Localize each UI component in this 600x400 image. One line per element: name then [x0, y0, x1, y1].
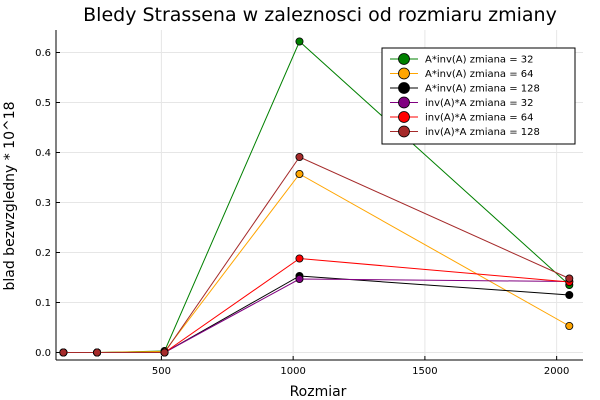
data-point	[160, 348, 169, 357]
legend-marker	[398, 125, 410, 138]
legend-label: inv(A)*A zmiana = 64	[425, 113, 534, 124]
legend-marker	[398, 53, 410, 65]
series-line	[63, 257, 570, 353]
data-point	[93, 348, 102, 357]
x-tick-label: 1500	[412, 366, 437, 377]
series-5	[59, 254, 574, 357]
y-tick-label: 0.1	[35, 298, 51, 309]
legend-item: inv(A)*A zmiana = 32	[390, 96, 534, 109]
axes: 500 1000 1500 2000 0.0 0.1 0.2 0.3 0.4 0.5 0.6	[35, 30, 583, 377]
legend-label: A*inv(A) zmiana = 64	[425, 69, 534, 80]
data-point	[565, 321, 574, 330]
y-tick-label: 0.3	[35, 198, 51, 209]
data-point	[295, 152, 304, 161]
legend-item: A*inv(A) zmiana = 128	[390, 82, 540, 95]
legend-marker	[398, 111, 410, 123]
x-tick-label: 2000	[544, 366, 569, 377]
x-axis-label: Rozmiar	[290, 384, 347, 400]
y-tick-label: 0.5	[35, 98, 51, 109]
series-line	[63, 156, 570, 353]
data-series	[59, 37, 574, 357]
legend-label: inv(A)*A zmiana = 32	[425, 98, 534, 109]
series-line	[63, 173, 570, 353]
data-point	[295, 169, 304, 178]
y-tick-label: 0.6	[35, 48, 51, 59]
chart-title: Bledy Strassena w zaleznosci od rozmiaru…	[83, 4, 557, 26]
series-4	[59, 274, 574, 357]
y-tick-label: 0.2	[35, 248, 51, 259]
data-point	[59, 348, 68, 357]
legend-item: inv(A)*A zmiana = 64	[390, 111, 534, 124]
data-point	[565, 290, 574, 299]
data-point	[565, 274, 574, 283]
legend-item: A*inv(A) zmiana = 64	[390, 67, 534, 80]
y-tick-label: 0.0	[35, 348, 51, 359]
legend-marker	[398, 67, 410, 80]
data-point	[295, 254, 304, 263]
legend-item: A*inv(A) zmiana = 32	[390, 53, 534, 66]
legend-marker	[398, 82, 410, 94]
data-point	[295, 37, 304, 46]
series-2	[59, 169, 574, 357]
x-tick-label: 1000	[280, 366, 305, 377]
legend: A*inv(A) zmiana = 32 A*inv(A) zmiana = 64…	[381, 47, 576, 145]
data-point	[295, 274, 304, 283]
legend-label: A*inv(A) zmiana = 128	[425, 84, 540, 95]
legend-label: inv(A)*A zmiana = 128	[425, 127, 540, 138]
series-line	[63, 275, 570, 353]
x-tick-label: 500	[152, 366, 171, 377]
y-axis-label: blad bezwzgledny * 10^18	[2, 101, 18, 290]
legend-label: A*inv(A) zmiana = 32	[425, 55, 534, 66]
legend-box	[381, 47, 576, 145]
legend-item: inv(A)*A zmiana = 128	[390, 125, 540, 138]
y-tick-label: 0.4	[35, 148, 51, 159]
series-6	[59, 152, 574, 357]
legend-marker	[398, 96, 410, 109]
